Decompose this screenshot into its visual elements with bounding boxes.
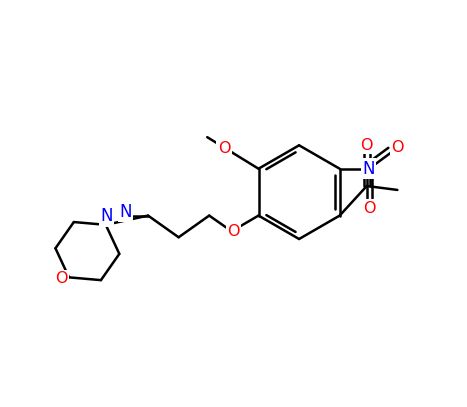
Text: O: O bbox=[227, 224, 240, 239]
Text: O: O bbox=[391, 140, 403, 155]
Text: O: O bbox=[363, 201, 375, 216]
Text: O: O bbox=[218, 140, 230, 155]
Text: N: N bbox=[100, 208, 113, 225]
Text: O: O bbox=[56, 271, 68, 287]
Text: N: N bbox=[362, 160, 375, 178]
Text: N: N bbox=[119, 203, 132, 221]
Text: O: O bbox=[361, 138, 373, 153]
